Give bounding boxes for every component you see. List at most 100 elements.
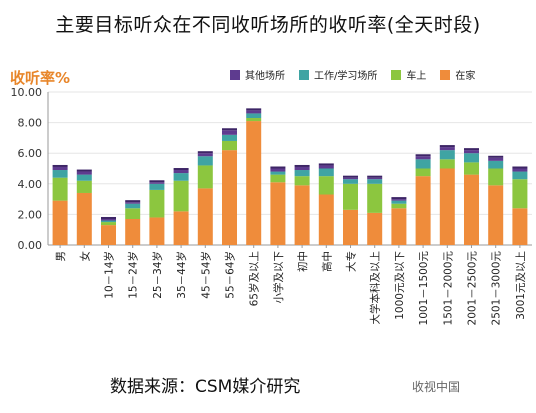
source-note: 数据来源：CSM媒介研究 (110, 377, 301, 397)
bar-cap (197, 151, 213, 154)
x-tick-label: 10－14岁 (103, 251, 116, 299)
bar-cap (318, 163, 334, 166)
bar-segment-work_study (173, 173, 189, 181)
bar-cap (149, 180, 165, 183)
bar-cap (52, 164, 68, 167)
bar-segment-other (367, 177, 383, 180)
bar-segment-other (488, 157, 504, 161)
x-tick-label: 35－44岁 (175, 251, 188, 299)
bar-segment-car (463, 162, 480, 175)
bar-segment-work_study (391, 200, 407, 204)
x-tick-label: 初中 (296, 251, 309, 272)
x-tick-label: 3001元及以上 (515, 251, 527, 320)
bar-segment-home (391, 208, 407, 245)
x-tick-label: 大专 (345, 251, 358, 272)
bar-segment-other (221, 130, 238, 135)
stacked-bar-chart: 0.00 2.00 4.00 6.00 8.00 10.00 男女 10－14岁 15－24岁 2… (11, 86, 532, 326)
page-title: 主要目标听众在不同收听场所的收听率(全天时段) (55, 14, 481, 36)
bar-segment-other (52, 166, 68, 171)
x-tick-label: 1501－2000元 (442, 251, 454, 326)
x-tick-label: 女 (78, 251, 91, 262)
bar-cap (391, 197, 407, 200)
y-tick-label: 2.00 (18, 208, 43, 221)
bar-segment-work_study (197, 156, 213, 166)
bar-cap (100, 216, 117, 219)
bar-segment-work_study (221, 134, 238, 141)
bar-segment-home (342, 209, 359, 245)
bar-segment-other (294, 166, 310, 171)
x-tick-label: 2001－2500元 (467, 251, 479, 326)
bar-segment-other (173, 170, 189, 174)
legend-label-work-study: 工作/学习场所 (314, 71, 378, 82)
bar-cap (76, 169, 92, 172)
bar-segment-work_study (463, 153, 480, 163)
bar-segment-work_study (125, 203, 141, 209)
bar-cap (270, 166, 286, 169)
bar-segment-home (246, 121, 262, 245)
bar-segment-car (318, 176, 334, 195)
bar-cap (221, 128, 238, 131)
legend-item-home: 在家 (440, 67, 475, 82)
x-tick-label: 15－24岁 (127, 251, 140, 299)
bar-segment-work_study (439, 150, 455, 160)
x-tick-label: 55－64岁 (224, 251, 237, 299)
bar-segment-home (125, 218, 141, 245)
bar-segment-car (270, 174, 286, 183)
bar-segment-other (270, 168, 286, 172)
bar-segment-car (52, 177, 68, 201)
y-tick-label: 10.00 (11, 86, 43, 99)
bar-segment-car (439, 159, 455, 169)
x-tick-label: 2501－3000元 (491, 251, 503, 326)
bar-segment-other (463, 150, 480, 154)
legend-item-car: 车上 (391, 67, 426, 82)
bar-cap (125, 200, 141, 203)
bar-segment-car (76, 180, 92, 193)
legend-label-home: 在家 (455, 71, 476, 82)
watermark-brand: 收视中国 (412, 380, 461, 394)
legend-swatch-car (391, 69, 402, 80)
legend-item-other: 其他场所 (230, 67, 285, 82)
bar-segment-car (512, 179, 528, 209)
bar-cap (439, 145, 455, 148)
bar-segment-work_study (294, 170, 310, 177)
bar-cap (246, 108, 262, 111)
bar-segment-other (76, 171, 92, 175)
bar-segment-work_study (488, 160, 504, 169)
bar-segment-car (391, 203, 407, 209)
bar-segment-home (52, 200, 68, 245)
bar-segment-other (149, 182, 165, 184)
bar-segment-car (246, 118, 262, 122)
bar-segment-car (367, 183, 383, 213)
x-tick-label: 25－34岁 (151, 251, 164, 299)
bar-cap (173, 168, 189, 171)
x-tick-label: 高中 (320, 251, 333, 272)
legend-swatch-other (230, 69, 240, 80)
x-tick-label: 男 (55, 251, 67, 262)
bar-segment-work_study (367, 179, 383, 184)
bar-segment-other (391, 199, 407, 201)
bar-segment-other (318, 165, 334, 169)
bar-cap (463, 148, 480, 151)
legend-swatch-work-study (299, 69, 309, 80)
y-tick-label: 8.00 (18, 117, 43, 130)
bar-segment-car (488, 168, 504, 186)
bar-segment-home (415, 176, 431, 245)
bar-segment-other (100, 218, 117, 221)
bar-segment-other (246, 110, 262, 114)
y-axis-label: 收听率% (10, 69, 71, 87)
bar-segment-work_study (100, 220, 117, 223)
legend-item-work-study: 工作/学习场所 (299, 67, 377, 82)
bar-segment-car (149, 189, 165, 218)
bar-segment-work_study (270, 171, 286, 175)
bar-segment-work_study (318, 168, 334, 177)
bar-segment-car (294, 176, 310, 186)
bar-cap (367, 175, 383, 178)
x-tick-label: 小学及以下 (272, 251, 285, 304)
bar-segment-other (439, 147, 455, 151)
y-tick-label: 4.00 (18, 178, 43, 191)
bar-segment-home (463, 174, 480, 245)
bar-segment-work_study (415, 159, 431, 169)
x-tick-label: 65岁及以上 (248, 251, 261, 306)
bar-segment-car (197, 165, 213, 189)
y-tick-label: 0.00 (18, 239, 43, 252)
